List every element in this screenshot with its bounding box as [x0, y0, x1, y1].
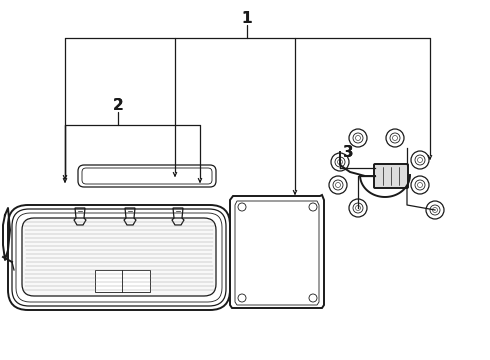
Text: 2: 2: [113, 98, 123, 113]
Circle shape: [426, 201, 444, 219]
Bar: [95, 270, 150, 292]
Circle shape: [349, 199, 367, 217]
Text: 3: 3: [343, 144, 353, 159]
Text: 2: 2: [113, 98, 123, 113]
Circle shape: [386, 129, 404, 147]
Circle shape: [331, 153, 349, 171]
Text: 3: 3: [343, 144, 353, 159]
FancyBboxPatch shape: [22, 218, 216, 296]
FancyBboxPatch shape: [374, 164, 408, 188]
Circle shape: [411, 151, 429, 169]
Text: 1: 1: [242, 10, 252, 26]
Circle shape: [349, 129, 367, 147]
Circle shape: [411, 176, 429, 194]
Text: 1: 1: [242, 10, 252, 26]
Circle shape: [329, 176, 347, 194]
